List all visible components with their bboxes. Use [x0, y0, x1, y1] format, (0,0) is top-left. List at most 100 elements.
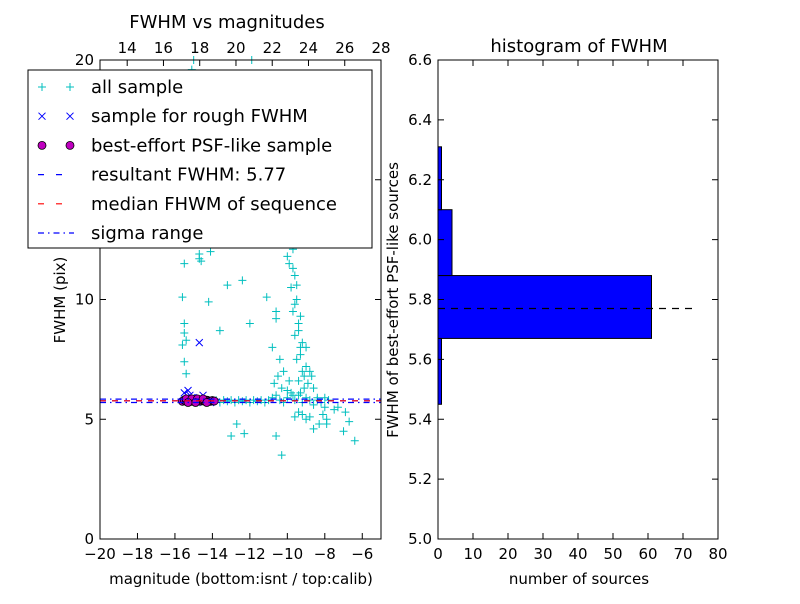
x-tick-label: 40 [568, 545, 587, 563]
data-point [288, 391, 297, 400]
data-point [320, 403, 329, 412]
y-tick-label: 5.0 [408, 530, 432, 548]
histogram-bar [437, 275, 652, 339]
histogram-ticks: 0 10 20 30 40 50 60 70 80 5.0 5.2 5.4 5.6 5.8 6.0 6.2 6.… [408, 51, 727, 563]
data-point [275, 355, 284, 364]
data-point [290, 300, 299, 309]
data-point [219, 396, 228, 405]
legend-label: all sample [91, 77, 183, 98]
data-point [290, 331, 299, 340]
y-tick-label: 5.2 [408, 470, 432, 488]
data-point [298, 367, 307, 376]
x-tick-label: 50 [603, 545, 622, 563]
data-point [287, 283, 296, 292]
data-point [182, 336, 191, 345]
data-point [309, 400, 318, 409]
data-point [285, 259, 294, 268]
data-point [307, 372, 316, 381]
histogram-bar [437, 146, 442, 211]
y-tick-label: 5.4 [408, 410, 432, 428]
y-tick-label: 5.8 [408, 291, 432, 309]
scatter-legend: all sample sample for rough FWHM best-effo… [27, 69, 373, 249]
data-point [245, 319, 254, 328]
histogram-title: histogram of FWHM [490, 36, 667, 57]
top-x-tick-label: 26 [335, 39, 354, 57]
histogram-bar [437, 209, 453, 277]
x-tick-label: −6 [351, 545, 373, 563]
data-point [302, 343, 311, 352]
data-point [283, 252, 292, 261]
data-point [294, 376, 303, 385]
legend-marker [37, 140, 47, 150]
data-point [238, 276, 247, 285]
data-point [315, 420, 324, 429]
data-point [223, 281, 232, 290]
data-point [305, 367, 314, 376]
x-tick-label: 10 [463, 545, 482, 563]
x-tick-label: 60 [638, 545, 657, 563]
data-point [215, 326, 224, 335]
data-point [309, 424, 318, 433]
legend-entry: sample for rough FWHM [38, 106, 308, 127]
y-tick-label: 6.4 [408, 111, 432, 129]
data-point [270, 379, 279, 388]
data-point [180, 357, 189, 366]
data-point [345, 417, 354, 426]
x-tick-label: 20 [498, 545, 517, 563]
scatter-panel: −20−18−16−14−12−10−8−6051015201416182022… [27, 12, 391, 588]
data-point [333, 403, 342, 412]
y-tick-label: 6.2 [408, 171, 432, 189]
histogram-bar [437, 337, 442, 405]
data-point [298, 338, 307, 347]
legend-entry: best-effort PSF-like sample [37, 135, 332, 156]
top-x-tick-label: 18 [190, 39, 209, 57]
data-point [300, 372, 309, 381]
top-x-tick-label: 14 [118, 39, 137, 57]
data-point [262, 293, 271, 302]
data-point [302, 362, 311, 371]
data-point [294, 408, 303, 417]
data-point [288, 264, 297, 273]
data-point [309, 384, 318, 393]
data-point [318, 410, 327, 419]
data-point [292, 281, 301, 290]
x-tick-label: 30 [533, 545, 552, 563]
x-tick-label: 80 [708, 545, 727, 563]
data-point [305, 396, 314, 405]
data-point [300, 384, 309, 393]
y-tick-label: 5 [84, 410, 94, 428]
data-point [273, 372, 282, 381]
legend-marker [38, 83, 46, 91]
histogram-xlabel: number of sources [509, 570, 649, 588]
legend-marker [66, 83, 74, 91]
data-point [305, 412, 314, 421]
y-tick-label: 5.6 [408, 350, 432, 368]
data-point [288, 307, 297, 316]
legend-entry: resultant FWHM: 5.77 [38, 165, 286, 186]
data-point [279, 367, 288, 376]
data-point [292, 295, 301, 304]
data-point [303, 379, 312, 388]
y-tick-label: 20 [75, 51, 94, 69]
scatter-title: FWHM vs magnitudes [129, 12, 324, 33]
data-point [232, 420, 241, 429]
histogram-panel: 0 10 20 30 40 50 60 70 80 5.0 5.2 5.4 5.6 5.8 6.0 6.2 6.… [384, 36, 728, 588]
data-point [272, 307, 281, 316]
data-point [290, 271, 299, 280]
x-tick-label: −10 [272, 545, 304, 563]
data-point [240, 429, 249, 438]
top-x-tick-label: 28 [371, 39, 390, 57]
legend-label: sample for rough FWHM [91, 106, 308, 127]
data-point [184, 386, 192, 395]
data-point [322, 420, 331, 429]
legend-label: median FHWM of sequence [91, 194, 337, 215]
data-point [296, 312, 305, 321]
data-point [283, 393, 292, 402]
y-tick-label: 10 [75, 291, 94, 309]
data-point [178, 293, 187, 302]
data-point [277, 451, 286, 460]
histogram-bars [437, 146, 652, 405]
data-point [272, 432, 281, 441]
data-point [178, 341, 187, 350]
